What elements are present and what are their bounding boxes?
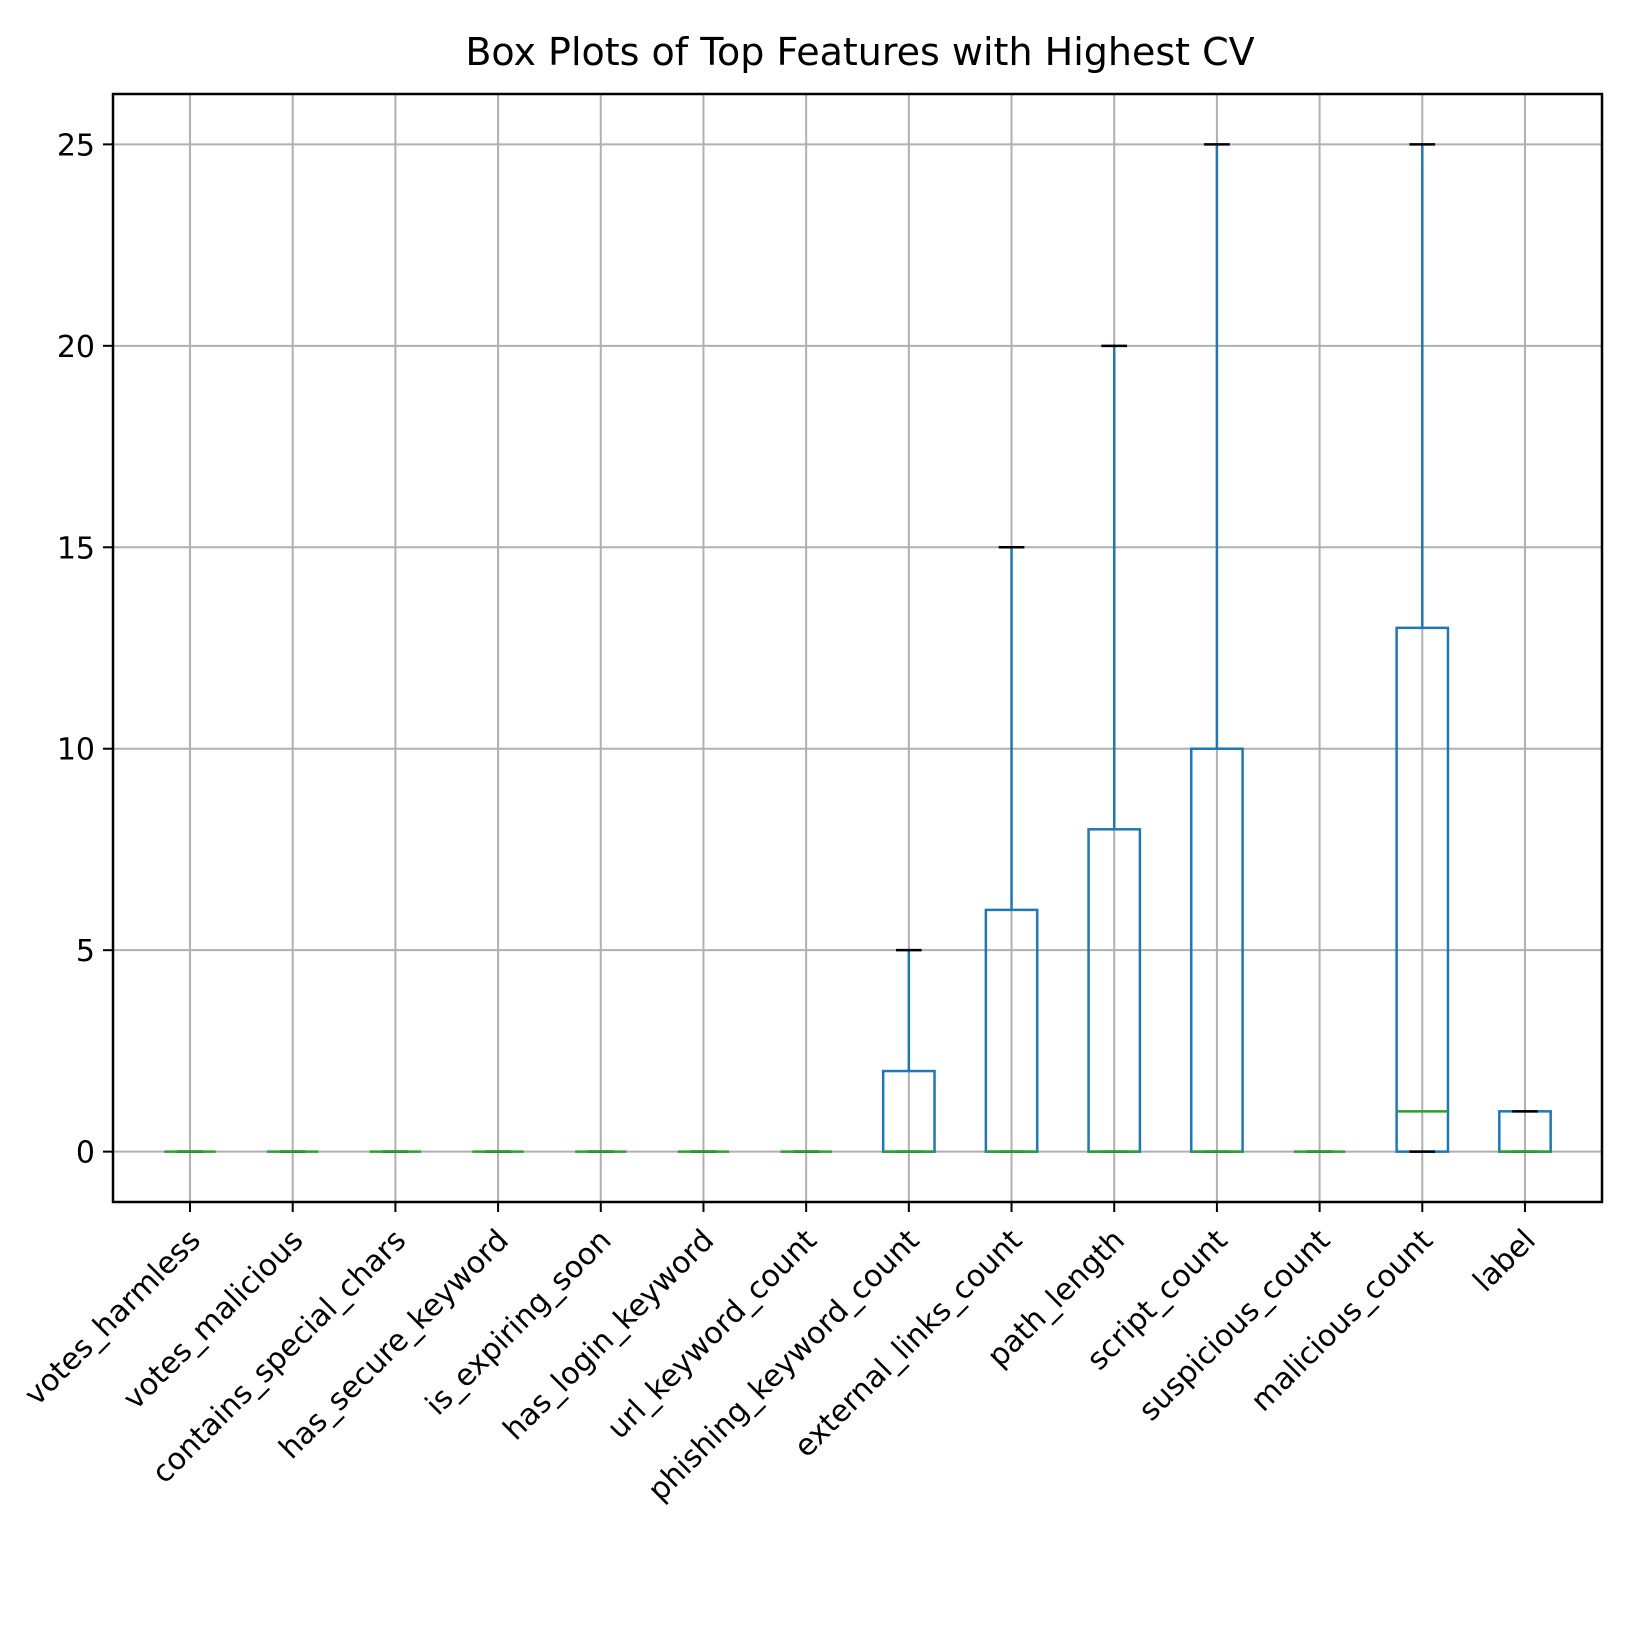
x-tick-label: malicious_count <box>1244 1223 1440 1419</box>
y-tick-label: 20 <box>57 330 95 365</box>
x-tick-label: votes_malicious <box>117 1223 311 1417</box>
plot-frame <box>111 92 1604 1204</box>
x-tick-label: is_expiring_soon <box>419 1223 618 1422</box>
grid-layer <box>113 94 1602 1202</box>
chart-title: Box Plots of Top Features with Highest C… <box>465 30 1254 74</box>
box-phishing_keyword_count <box>881 948 936 1153</box>
x-tick-label: label <box>1467 1223 1543 1299</box>
x-tick-label: votes_harmless <box>18 1223 208 1413</box>
y-tick-label: 10 <box>57 733 95 768</box>
box-path_length <box>1087 344 1142 1153</box>
x-tick-label: suspicious_count <box>1132 1223 1337 1428</box>
box-malicious_count <box>1395 143 1450 1153</box>
y-tick-label: 15 <box>57 531 95 566</box>
y-tick-label: 25 <box>57 128 95 163</box>
axis-layer: votes_harmlessvotes_maliciouscontains_sp… <box>18 128 1543 1508</box>
box-external_links_count <box>984 546 1039 1153</box>
box-layer <box>164 143 1552 1153</box>
y-tick-label: 0 <box>76 1136 95 1171</box>
box-script_count <box>1189 143 1244 1153</box>
box-label <box>1498 1110 1552 1153</box>
y-tick-label: 5 <box>76 934 95 969</box>
